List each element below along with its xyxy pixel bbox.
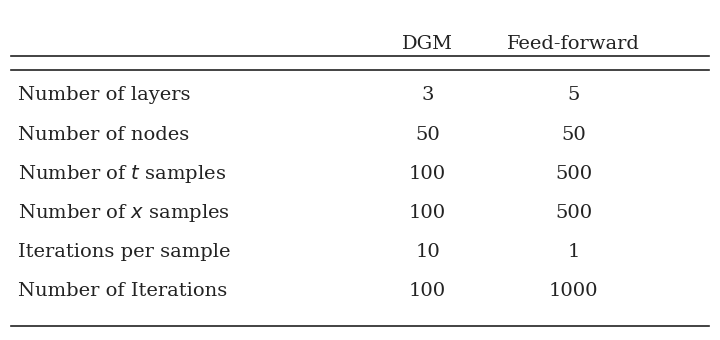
Text: Number of $t$ samples: Number of $t$ samples (19, 163, 226, 185)
Text: 3: 3 (421, 86, 434, 104)
Text: DGM: DGM (402, 35, 453, 53)
Text: 1000: 1000 (549, 282, 598, 300)
Text: 500: 500 (555, 165, 592, 183)
Text: 100: 100 (409, 282, 446, 300)
Text: 500: 500 (555, 204, 592, 222)
Text: 10: 10 (415, 243, 440, 261)
Text: Number of layers: Number of layers (19, 86, 191, 104)
Text: Feed-forward: Feed-forward (507, 35, 640, 53)
Text: 50: 50 (415, 125, 440, 143)
Text: Number of Iterations: Number of Iterations (19, 282, 228, 300)
Text: 100: 100 (409, 204, 446, 222)
Text: Number of nodes: Number of nodes (19, 125, 189, 143)
Text: 50: 50 (561, 125, 586, 143)
Text: 5: 5 (567, 86, 580, 104)
Text: Number of $x$ samples: Number of $x$ samples (19, 202, 230, 224)
Text: Iterations per sample: Iterations per sample (19, 243, 231, 261)
Text: 100: 100 (409, 165, 446, 183)
Text: 1: 1 (567, 243, 580, 261)
